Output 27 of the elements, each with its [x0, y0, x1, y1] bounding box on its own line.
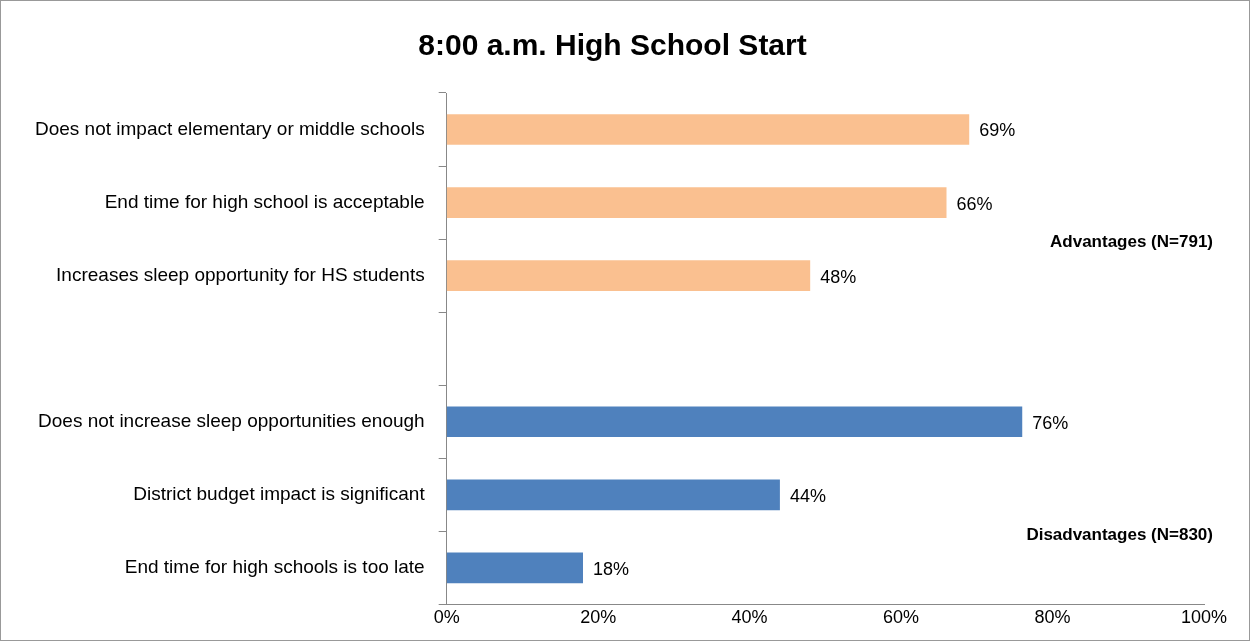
bar — [446, 260, 811, 291]
x-tick-label: 80% — [1034, 607, 1071, 628]
text: 76% — [1032, 412, 1069, 433]
x-tick-label: 60% — [883, 607, 920, 628]
x-tick-label: 100% — [1180, 607, 1228, 628]
y-tick-label: End time for high school is acceptable — [104, 190, 425, 212]
x-tick-label: 0% — [433, 607, 460, 628]
text: 18% — [592, 558, 630, 579]
bar — [446, 406, 1023, 438]
y-tick-label: Does not increase sleep opportunities enough — [38, 409, 425, 431]
text: 48% — [820, 266, 857, 287]
bar — [446, 114, 970, 145]
text: Advantages (N=791) — [1050, 232, 1213, 252]
text: 69% — [979, 120, 1016, 141]
bar — [446, 479, 780, 511]
y-tick-label: Increases sleep opportunity for HS students — [56, 263, 425, 285]
text: 66% — [956, 193, 993, 214]
bar — [446, 187, 947, 218]
y-tick-label: District budget impact is significant — [133, 483, 426, 505]
x-tick-label: 20% — [580, 607, 617, 628]
x-tick-label: 40% — [731, 607, 768, 628]
chart-title: 8:00 a.m. High School Start — [418, 28, 807, 62]
text: Disadvantages (N=830) — [1026, 524, 1213, 544]
bar — [446, 552, 583, 584]
text: 44% — [789, 485, 826, 506]
y-tick-label: End time for high schools is too late — [124, 556, 425, 578]
y-tick-label: Does not impact elementary or middle schools — [34, 117, 425, 139]
